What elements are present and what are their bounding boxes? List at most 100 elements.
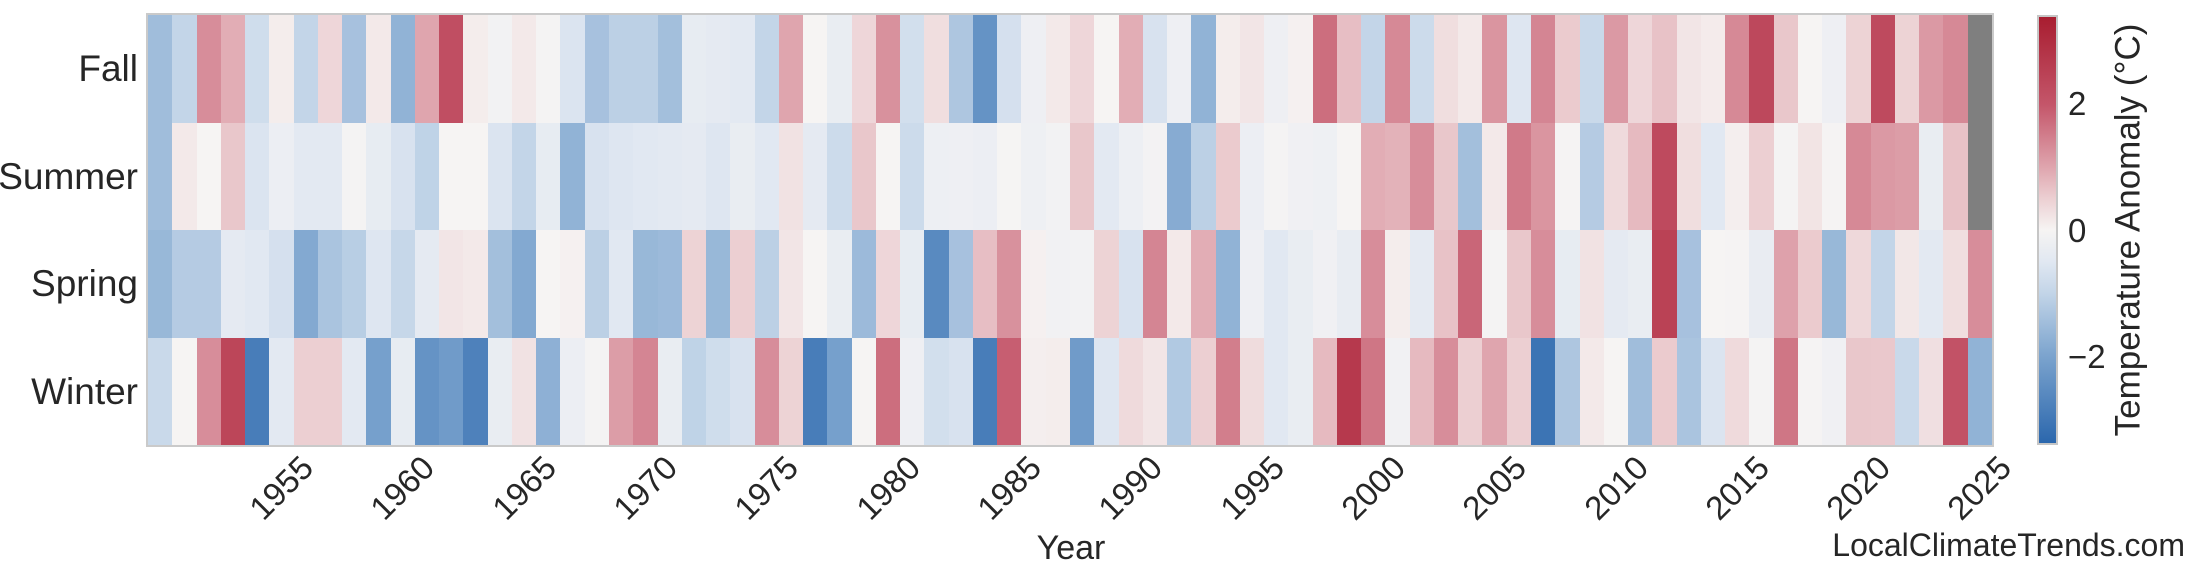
heatmap-cell — [1118, 122, 1143, 230]
heatmap-cell — [220, 122, 246, 230]
heatmap-cell — [536, 337, 561, 445]
heatmap-cell — [390, 337, 415, 445]
heatmap-cell — [1264, 15, 1289, 123]
heatmap-cell — [1045, 230, 1070, 338]
heatmap-cell — [803, 122, 828, 230]
heatmap-cell — [1191, 337, 1216, 445]
heatmap-cell — [875, 337, 901, 445]
heatmap-cell — [1773, 230, 1798, 338]
heatmap-cell — [1579, 15, 1604, 123]
heatmap-cell — [1943, 337, 1968, 445]
heatmap-cell — [1433, 122, 1459, 230]
heatmap-cell — [560, 230, 585, 338]
heatmap-cell — [1045, 15, 1070, 123]
heatmap-cell — [1531, 230, 1556, 338]
heatmap-cell — [1142, 230, 1168, 338]
heatmap-cell — [1070, 337, 1095, 445]
heatmap-cell — [1385, 337, 1410, 445]
heatmap-cell — [730, 122, 755, 230]
heatmap-cell — [1312, 230, 1337, 338]
heatmap-cell — [342, 122, 367, 230]
x-tick-label: 2020 — [1819, 448, 1898, 527]
heatmap-cell — [827, 337, 852, 445]
heatmap-cell — [366, 337, 391, 445]
heatmap-cell — [997, 337, 1022, 445]
heatmap-cell — [1846, 337, 1871, 445]
heatmap-cell — [1725, 230, 1750, 338]
heatmap-cell — [414, 337, 440, 445]
heatmap-cell — [681, 230, 707, 338]
heatmap-cell — [1385, 122, 1410, 230]
heatmap-cell — [1652, 122, 1677, 230]
heatmap-cell — [1919, 15, 1944, 123]
heatmap-cell — [1531, 122, 1556, 230]
heatmap-cell — [1943, 122, 1968, 230]
heatmap-cell — [1822, 15, 1847, 123]
heatmap-cell — [1409, 15, 1434, 123]
heatmap-cell — [1773, 122, 1798, 230]
heatmap-cell — [778, 230, 804, 338]
heatmap-cell — [269, 15, 294, 123]
heatmap-cell — [1555, 15, 1580, 123]
heatmap-cell — [1288, 122, 1313, 230]
heatmap-cell — [1458, 230, 1483, 338]
heatmap-cell — [1142, 337, 1168, 445]
x-tick-label: 2025 — [1940, 448, 2019, 527]
heatmap-cell — [511, 230, 537, 338]
heatmap-cell — [1118, 230, 1143, 338]
heatmap-cell — [1603, 337, 1629, 445]
heatmap-cell — [1628, 122, 1653, 230]
heatmap-cell — [778, 15, 804, 123]
heatmap-cell — [463, 122, 488, 230]
heatmap-cell — [1336, 230, 1362, 338]
heatmap-cell — [827, 122, 852, 230]
heatmap-cell — [730, 337, 755, 445]
heatmap-cell — [487, 122, 512, 230]
heatmap-cell — [293, 15, 318, 123]
heatmap-cell — [1822, 337, 1847, 445]
heatmap-cell — [609, 337, 634, 445]
heatmap-cell — [511, 337, 537, 445]
heatmap-cell — [924, 122, 949, 230]
x-tick-label: 1990 — [1091, 448, 1170, 527]
heatmap-cell — [463, 15, 488, 123]
heatmap — [146, 13, 1994, 447]
heatmap-cell — [1336, 15, 1362, 123]
heatmap-cell — [1070, 230, 1095, 338]
heatmap-cell — [148, 15, 173, 123]
heatmap-cell — [439, 122, 464, 230]
heatmap-cell — [1409, 122, 1434, 230]
heatmap-cell — [1773, 15, 1798, 123]
x-tick-label: 1955 — [242, 448, 321, 527]
heatmap-cell — [1094, 337, 1119, 445]
heatmap-cell — [997, 15, 1022, 123]
heatmap-cell — [900, 122, 925, 230]
heatmap-cell — [1555, 122, 1580, 230]
heatmap-cell — [1409, 337, 1434, 445]
heatmap-cell — [657, 230, 682, 338]
heatmap-cell — [293, 122, 318, 230]
heatmap-cell — [148, 122, 173, 230]
heatmap-cell — [730, 15, 755, 123]
heatmap-cell — [1264, 122, 1289, 230]
heatmap-cell — [269, 337, 294, 445]
heatmap-cell — [972, 122, 998, 230]
x-tick-label: 1980 — [848, 448, 927, 527]
watermark: LocalClimateTrends.com — [1832, 527, 2185, 563]
heatmap-cell — [1700, 230, 1726, 338]
row-label-fall: Fall — [78, 48, 138, 90]
heatmap-cell — [1167, 15, 1192, 123]
heatmap-cell — [511, 15, 537, 123]
heatmap-cell — [1700, 15, 1726, 123]
heatmap-cell — [1628, 230, 1653, 338]
heatmap-cell — [1700, 122, 1726, 230]
heatmap-cell — [1676, 122, 1701, 230]
heatmap-cell — [1482, 15, 1507, 123]
heatmap-cell — [1579, 337, 1604, 445]
heatmap-cell — [633, 230, 658, 338]
heatmap-cell — [1797, 122, 1823, 230]
heatmap-cell — [1361, 122, 1386, 230]
heatmap-cell — [1118, 337, 1143, 445]
row-label-summer: Summer — [0, 155, 138, 197]
heatmap-cell — [172, 230, 197, 338]
